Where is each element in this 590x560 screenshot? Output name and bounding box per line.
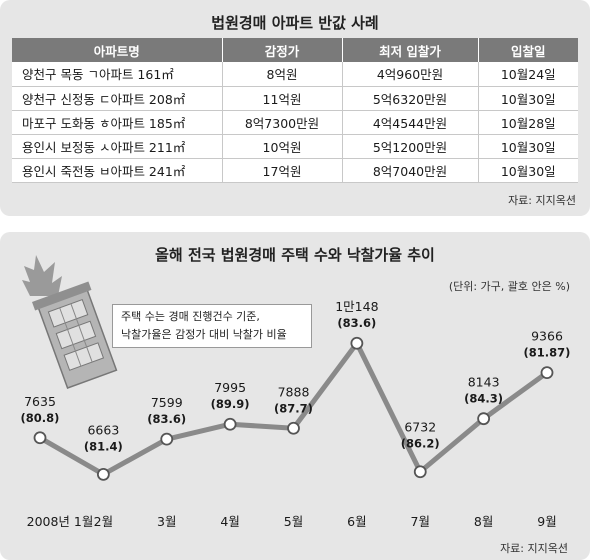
cell-appraisal: 17억원 [222,158,343,183]
note-line-1: 주택 수는 경매 진행건수 기준, [121,310,260,323]
x-tick-label: 2008년 1월 [27,514,94,529]
data-label-rate: (84.3) [464,392,503,406]
data-point [33,431,47,445]
cell-apartment: 양천구 신정동 ㄷ아파트 208㎡ [12,86,223,111]
column-header-bid-date: 입찰일 [478,38,578,62]
data-label-rate: (81.4) [84,439,123,453]
chart-note-box: 주택 수는 경매 진행건수 기준, 낙찰가율은 감정가 대비 낙찰가 비율 [112,304,312,348]
data-point [96,467,110,481]
data-label-rate: (89.9) [211,397,250,411]
data-label-value: 7599 [151,395,183,410]
data-point [160,432,174,446]
cell-min-bid: 4억960만원 [342,62,479,87]
x-tick-label: 2월 [94,514,113,529]
chart-source: 자료: 지지옥션 [500,542,568,555]
cell-bid-date: 10월30일 [478,86,578,111]
data-label-value: 7635 [24,394,56,409]
cell-apartment: 용인시 죽전동 ㅂ아파트 241㎡ [12,158,223,183]
table-row: 마포구 도화동 ㅎ아파트 185㎡ 8억7300만원 4억4544만원 10월2… [12,110,578,135]
table-row: 용인시 죽전동 ㅂ아파트 241㎡ 17억원 8억7040만원 10월30일 [12,158,578,183]
data-label-value: 7995 [214,380,246,395]
cell-appraisal: 8억7300만원 [222,110,343,135]
x-tick-label: 3월 [157,514,176,529]
unit-note: (단위: 가구, 괄호 안은 %) [448,280,570,293]
cell-min-bid: 8억7040만원 [342,158,479,183]
cell-appraisal: 11억원 [222,86,343,111]
table-row: 양천구 신정동 ㄷ아파트 208㎡ 11억원 5억6320만원 10월30일 [12,86,578,111]
chart-title: 올해 전국 법원경매 주택 수와 낙찰가율 추이 [155,246,435,264]
cell-apartment: 용인시 보정동 ㅅ아파트 211㎡ [12,134,223,159]
data-label-rate: (86.2) [401,437,440,451]
x-tick-label: 8월 [474,514,493,529]
table-title: 법원경매 아파트 반값 사례 [211,14,379,32]
table-source: 자료: 지지옥션 [508,194,576,207]
table-row: 양천구 목동 ㄱ아파트 161㎡ 8억원 4억960만원 10월24일 [12,62,578,87]
data-point [477,412,491,426]
cell-apartment: 양천구 목동 ㄱ아파트 161㎡ [12,62,223,87]
cell-min-bid: 5억6320만원 [342,86,479,111]
cell-apartment: 마포구 도화동 ㅎ아파트 185㎡ [12,110,223,135]
table-row: 용인시 보정동 ㅅ아파트 211㎡ 10억원 5억1200만원 10월30일 [12,134,578,159]
auction-table: 아파트명 감정가 최저 입찰가 입찰일 양천구 목동 ㄱ아파트 161㎡ 8억원… [12,38,578,183]
column-header-appraisal: 감정가 [222,38,343,62]
cell-bid-date: 10월30일 [478,158,578,183]
cell-min-bid: 4억4544만원 [342,110,479,135]
data-point [223,417,237,431]
data-point [287,421,300,435]
data-point [350,336,364,350]
data-label-value: 9366 [531,329,563,344]
data-label-value: 6663 [87,422,119,437]
cell-appraisal: 8억원 [222,62,343,87]
data-label-rate: (81.87) [524,346,571,360]
data-point [413,465,427,479]
data-label-value: 1만148 [335,299,378,314]
data-label-rate: (87.7) [274,401,313,415]
x-tick-label: 4월 [220,514,239,529]
note-line-2: 낙찰가율은 감정가 대비 낙찰가 비율 [121,328,287,341]
cell-bid-date: 10월30일 [478,134,578,159]
building-illustration [22,255,118,389]
table-header-row: 아파트명 감정가 최저 입찰가 입찰일 [12,38,578,62]
x-tick-label: 9월 [537,514,556,529]
cell-bid-date: 10월24일 [478,62,578,87]
cell-appraisal: 10억원 [222,134,343,159]
data-label-value: 8143 [468,375,500,390]
data-point [540,366,554,380]
data-label-rate: (83.6) [337,316,376,330]
cell-min-bid: 5억1200만원 [342,134,479,159]
x-tick-label: 5월 [284,514,303,529]
column-header-min-bid: 최저 입찰가 [342,38,479,62]
data-label-rate: (80.8) [21,411,60,425]
data-label-value: 7888 [278,384,310,399]
flame-shape [22,255,62,296]
column-header-apartment: 아파트명 [12,38,223,62]
data-label-value: 6732 [404,420,436,435]
data-label-rate: (83.6) [147,412,186,426]
chart-panel [0,232,590,560]
cell-bid-date: 10월28일 [478,110,578,135]
x-tick-label: 6월 [347,514,366,529]
x-tick-label: 7월 [411,514,430,529]
